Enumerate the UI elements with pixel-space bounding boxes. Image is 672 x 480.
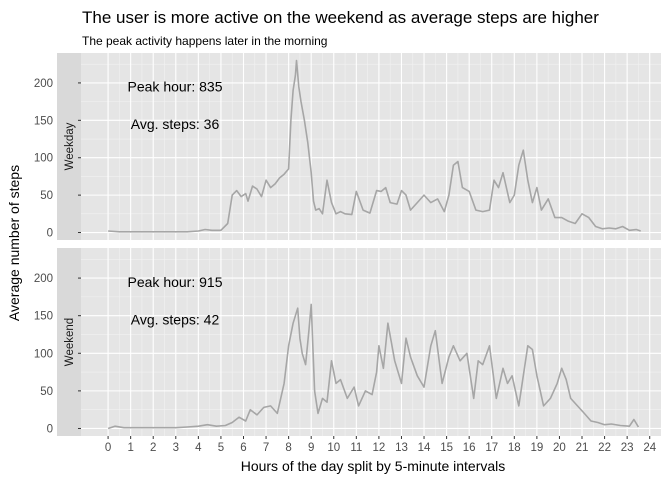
x-tick-label: 12 [373,442,386,454]
series-line-weekday [108,59,641,233]
x-tick-label: 20 [553,442,566,454]
facet-weekday: Weekday 0 50 100 150 200 Peak hour: 835 Avg. st… [34,53,661,240]
x-tick-label: 1 [127,442,133,454]
x-tick-label: 19 [530,442,543,454]
x-tick-label: 10 [327,442,340,454]
y-tick-label: 50 [40,386,53,398]
y-tick-label: 150 [34,311,53,323]
y-tick-label: 0 [47,423,53,435]
x-tick-label: 15 [440,442,453,454]
annotation-peak-hour: Peak hour: 915 [128,274,223,290]
annotation-avg-steps: Avg. steps: 42 [131,311,220,327]
panel-background [81,248,661,436]
x-tick-label: 2 [150,442,156,454]
x-tick-label: 21 [576,442,589,454]
x-tick-label: 17 [485,442,498,454]
x-tick-label: 5 [218,442,224,454]
facet-strip [57,248,81,436]
y-tick-label: 150 [34,115,53,127]
annotation-avg-steps: Avg. steps: 36 [131,116,220,132]
x-axis-title: Hours of the day split by 5-minute inter… [241,458,506,474]
chart-title: The user is more active on the weekend a… [82,8,599,27]
y-tick-label: 50 [40,190,53,202]
facet-weekend: Weekend 0 50 100 150 200 Peak hour: 915 Avg. st… [34,248,661,436]
facet-strip-label: Weekday [64,122,76,170]
chart-subtitle: The peak activity happens later in the m… [82,34,327,48]
x-tick-label: 23 [621,442,634,454]
y-axis-title: Average number of steps [6,165,22,321]
x-tick-label: 13 [395,442,408,454]
x-tick-label: 4 [195,442,202,454]
x-tick-label: 11 [350,442,362,454]
x-tick-label: 16 [463,442,476,454]
facet-strip-label: Weekend [64,318,76,366]
x-tick-label: 9 [308,442,314,454]
x-tick-label: 18 [508,442,521,454]
y-tick-label: 100 [34,348,53,360]
y-tick-label: 0 [47,228,53,240]
x-tick-label: 3 [173,442,179,454]
x-tick-label: 6 [240,442,246,454]
x-tick-label: 22 [598,442,611,454]
y-tick-label: 200 [34,78,53,90]
x-tick-label: 24 [643,442,656,454]
series-line-weekend [107,303,640,430]
annotation-peak-hour: Peak hour: 835 [128,79,223,95]
x-tick-label: 8 [285,442,291,454]
x-tick-label: 14 [418,442,431,454]
y-tick-label: 100 [34,153,53,165]
x-tick-label: 0 [105,442,111,454]
y-tick-label: 200 [34,273,53,285]
facet-strip [57,53,81,240]
x-tick-label: 7 [263,442,269,454]
